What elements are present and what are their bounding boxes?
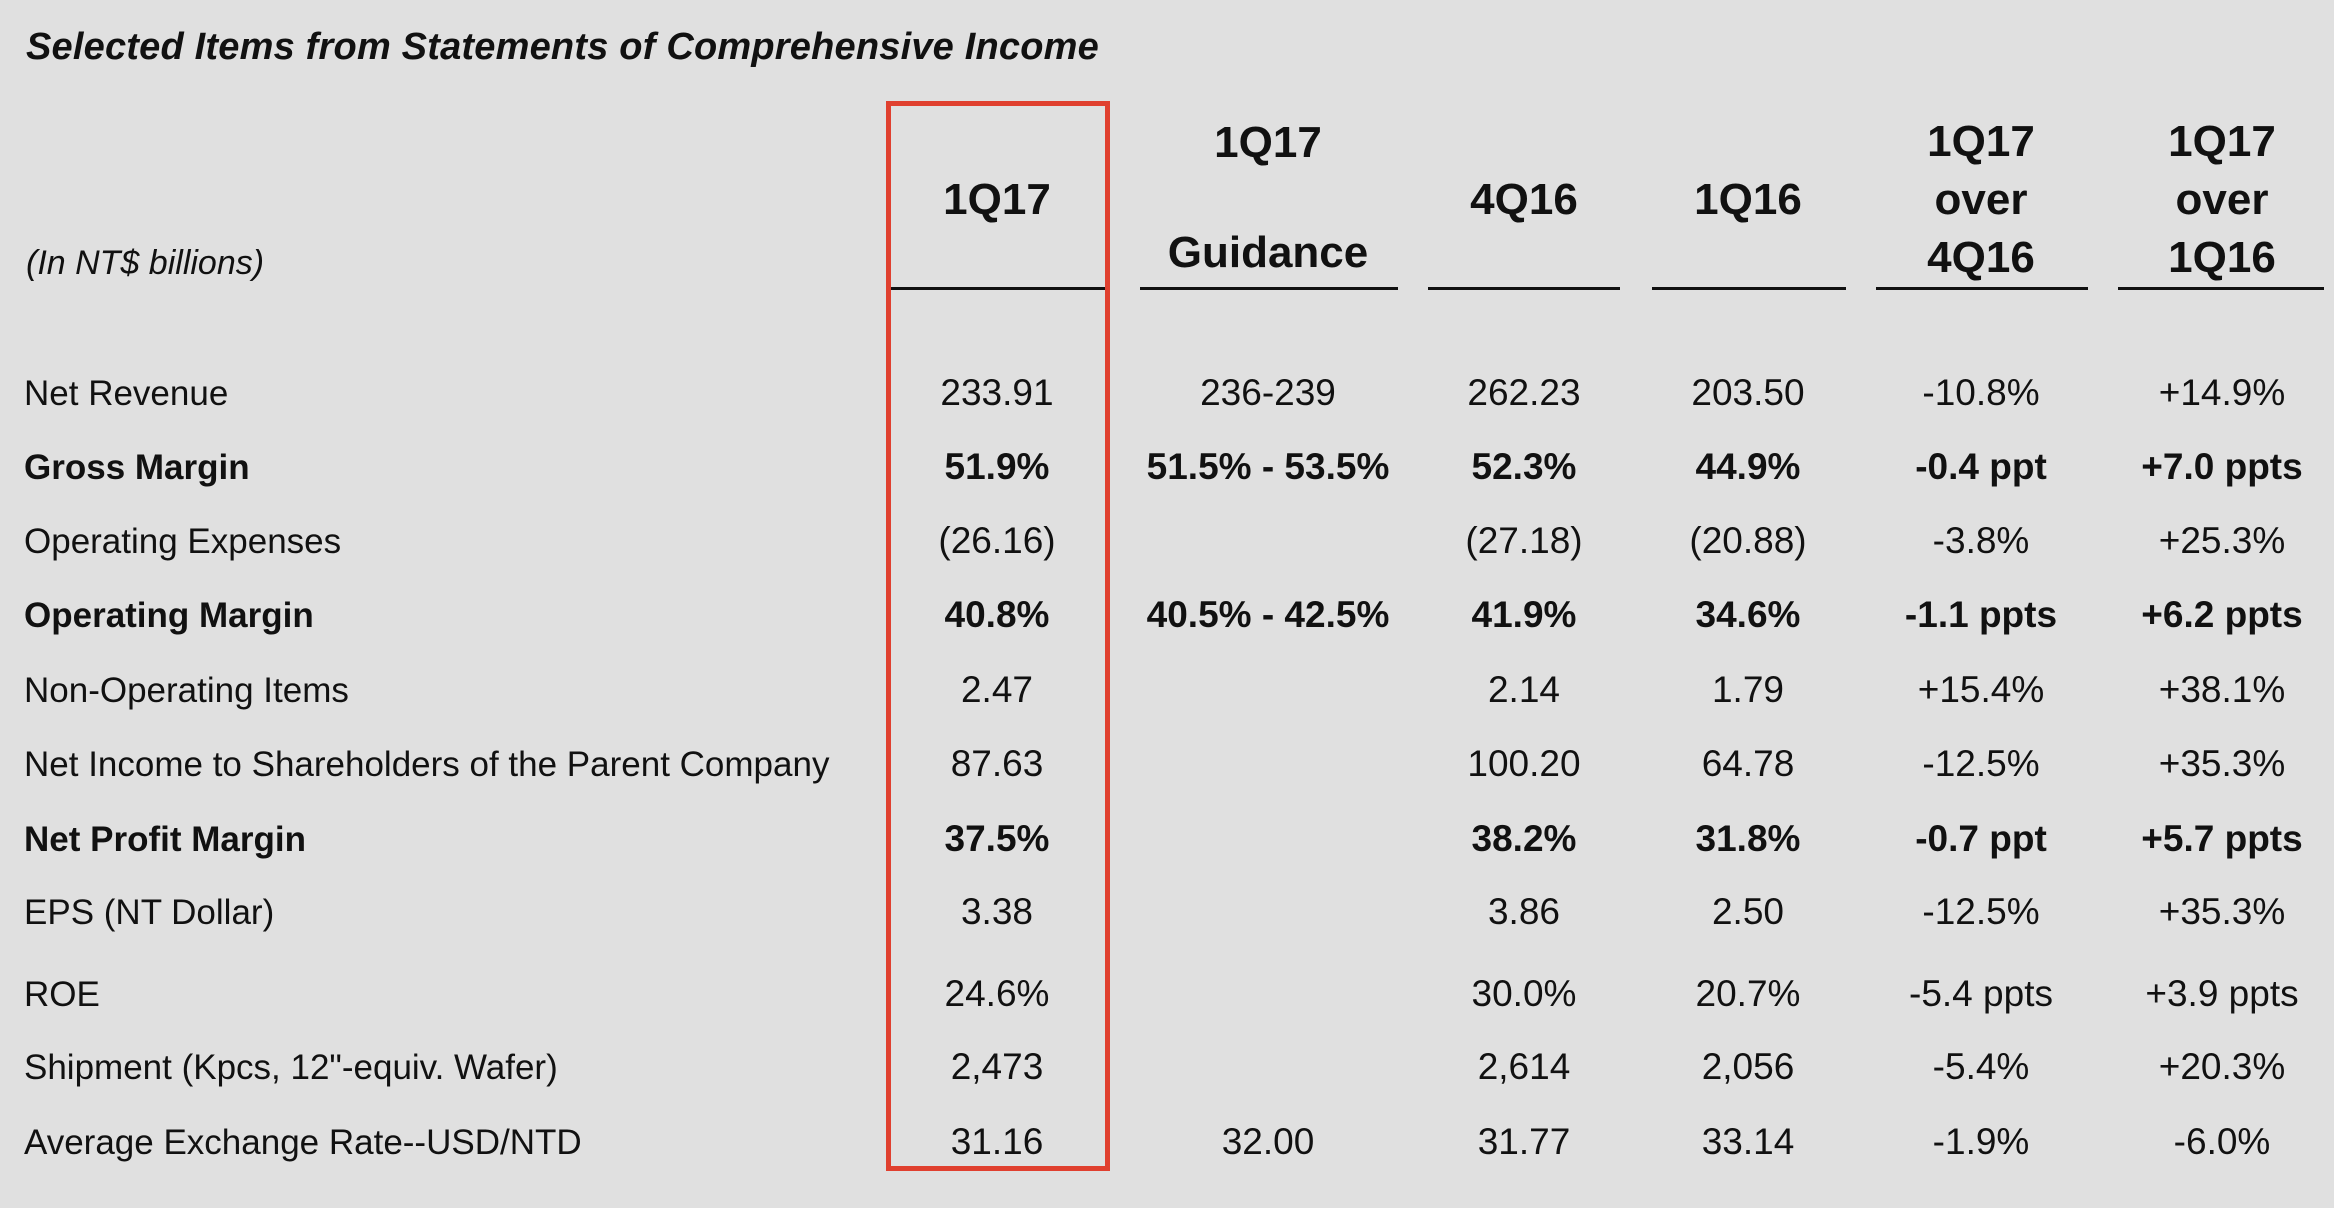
table-cell: 2.14	[1487, 669, 1560, 710]
table-cell: +35.3%	[2158, 743, 2286, 784]
table-cell: -10.8%	[1922, 372, 2040, 413]
table-cell: -5.4%	[1932, 1046, 2030, 1087]
table-cell: (20.88)	[1689, 520, 1807, 561]
table-cell: +7.0 ppts	[2141, 446, 2303, 487]
table-cell: 51.9%	[944, 446, 1050, 487]
table-cell: 2.47	[960, 669, 1033, 710]
table-cell: 3.86	[1487, 891, 1560, 932]
table-cell: (26.16)	[938, 520, 1056, 561]
column-header-line: 1Q17	[2168, 117, 2276, 166]
table-cell: -5.4 ppts	[1909, 973, 2053, 1014]
column-header: 1Q17 over 1Q16	[2092, 110, 2334, 290]
table-cell: 32.00	[1221, 1121, 1315, 1162]
table-cell: 31.16	[950, 1121, 1044, 1162]
table-cell: +6.2 ppts	[2141, 594, 2303, 635]
table-cell: 2,056	[1701, 1046, 1795, 1087]
table-cell: +15.4%	[1917, 669, 2045, 710]
row-label: Gross Margin	[24, 448, 250, 487]
table-cell: 40.8%	[944, 594, 1050, 635]
table-cell: 3.38	[960, 891, 1033, 932]
column-header-rule	[2118, 287, 2324, 290]
table-cell: 40.5% - 42.5%	[1146, 594, 1390, 635]
row-label: ROE	[24, 975, 100, 1014]
table-cell: +35.3%	[2158, 891, 2286, 932]
table-cell: 262.23	[1467, 372, 1581, 413]
column-header-rule	[890, 287, 1106, 290]
row-label: Operating Margin	[24, 596, 314, 635]
column-header-line: 1Q16	[1694, 175, 1802, 224]
column-header-line: over	[1934, 175, 2028, 224]
column-header-rule	[1140, 287, 1398, 290]
table-cell: 1.79	[1711, 669, 1784, 710]
table-cell: 44.9%	[1695, 446, 1801, 487]
table-cell: 236-239	[1200, 372, 1336, 413]
table-cell: +20.3%	[2158, 1046, 2286, 1087]
table-cell: 37.5%	[944, 818, 1050, 859]
column-header: 1Q16	[1618, 110, 1878, 290]
row-label: Net Profit Margin	[24, 820, 306, 859]
table-cell: +38.1%	[2158, 669, 2286, 710]
table-cell: 2,614	[1477, 1046, 1571, 1087]
table-cell: 20.7%	[1695, 973, 1801, 1014]
table-cell: -0.7 ppt	[1915, 818, 2047, 859]
column-header-rule	[1876, 287, 2088, 290]
column-header-line: 1Q17	[1214, 118, 1322, 167]
column-header: 4Q16	[1394, 110, 1654, 290]
table-cell: 233.91	[940, 372, 1054, 413]
table-cell: 203.50	[1691, 372, 1805, 413]
table-cell: 2,473	[950, 1046, 1044, 1087]
table-cell: 87.63	[950, 743, 1044, 784]
table-cell: 64.78	[1701, 743, 1795, 784]
table-cell: 41.9%	[1471, 594, 1577, 635]
column-header: 1Q17 Guidance	[1138, 110, 1398, 290]
table-cell: -12.5%	[1922, 743, 2040, 784]
row-label: Net Revenue	[24, 374, 229, 413]
column-header-line: 1Q16	[2168, 233, 2276, 282]
table-cell: +25.3%	[2158, 520, 2286, 561]
table-cell: +3.9 ppts	[2145, 973, 2299, 1014]
column-header-line: Guidance	[1167, 228, 1369, 277]
column-header: 1Q17	[867, 110, 1127, 290]
column-header-line: 1Q17	[943, 175, 1051, 224]
column-header-line: 4Q16	[1470, 175, 1578, 224]
table-cell: +5.7 ppts	[2141, 818, 2303, 859]
row-label: Non-Operating Items	[24, 671, 349, 710]
column-header-rule	[1652, 287, 1846, 290]
table-cell: (27.18)	[1465, 520, 1583, 561]
table-cell: 34.6%	[1695, 594, 1801, 635]
table-cell: 24.6%	[944, 973, 1050, 1014]
column-header-line: 1Q17	[1927, 117, 2035, 166]
row-label: Net Income to Shareholders of the Parent…	[24, 745, 830, 784]
table-cell: -1.1 ppts	[1904, 594, 2058, 635]
table-cell: 38.2%	[1471, 818, 1577, 859]
table-cell: 2.50	[1711, 891, 1784, 932]
column-header-rule	[1428, 287, 1620, 290]
row-label: Operating Expenses	[24, 522, 342, 561]
row-label: Average Exchange Rate--USD/NTD	[24, 1123, 582, 1162]
table-cell: 31.8%	[1695, 818, 1801, 859]
row-label: Shipment (Kpcs, 12"-equiv. Wafer)	[24, 1048, 558, 1087]
table-cell: -0.4 ppt	[1915, 446, 2047, 487]
table-cell: -12.5%	[1922, 891, 2040, 932]
table-cell: -1.9%	[1932, 1121, 2030, 1162]
row-label: EPS (NT Dollar)	[24, 893, 275, 932]
table-cell: 100.20	[1467, 743, 1581, 784]
table-cell: +14.9%	[2158, 372, 2286, 413]
unit-note: (In NT$ billions)	[26, 244, 265, 282]
page-title: Selected Items from Statements of Compre…	[26, 26, 1099, 68]
column-header: 1Q17 over 4Q16	[1851, 110, 2111, 290]
table-cell: 33.14	[1701, 1121, 1795, 1162]
table-cell: 31.77	[1477, 1121, 1571, 1162]
table-cell: -3.8%	[1932, 520, 2030, 561]
table-cell: 51.5% - 53.5%	[1146, 446, 1390, 487]
table-cell: 30.0%	[1471, 973, 1577, 1014]
table-cell: -6.0%	[2173, 1121, 2271, 1162]
column-header-line: 4Q16	[1927, 233, 2035, 282]
column-header-line: over	[2175, 175, 2269, 224]
table-cell: 52.3%	[1471, 446, 1577, 487]
